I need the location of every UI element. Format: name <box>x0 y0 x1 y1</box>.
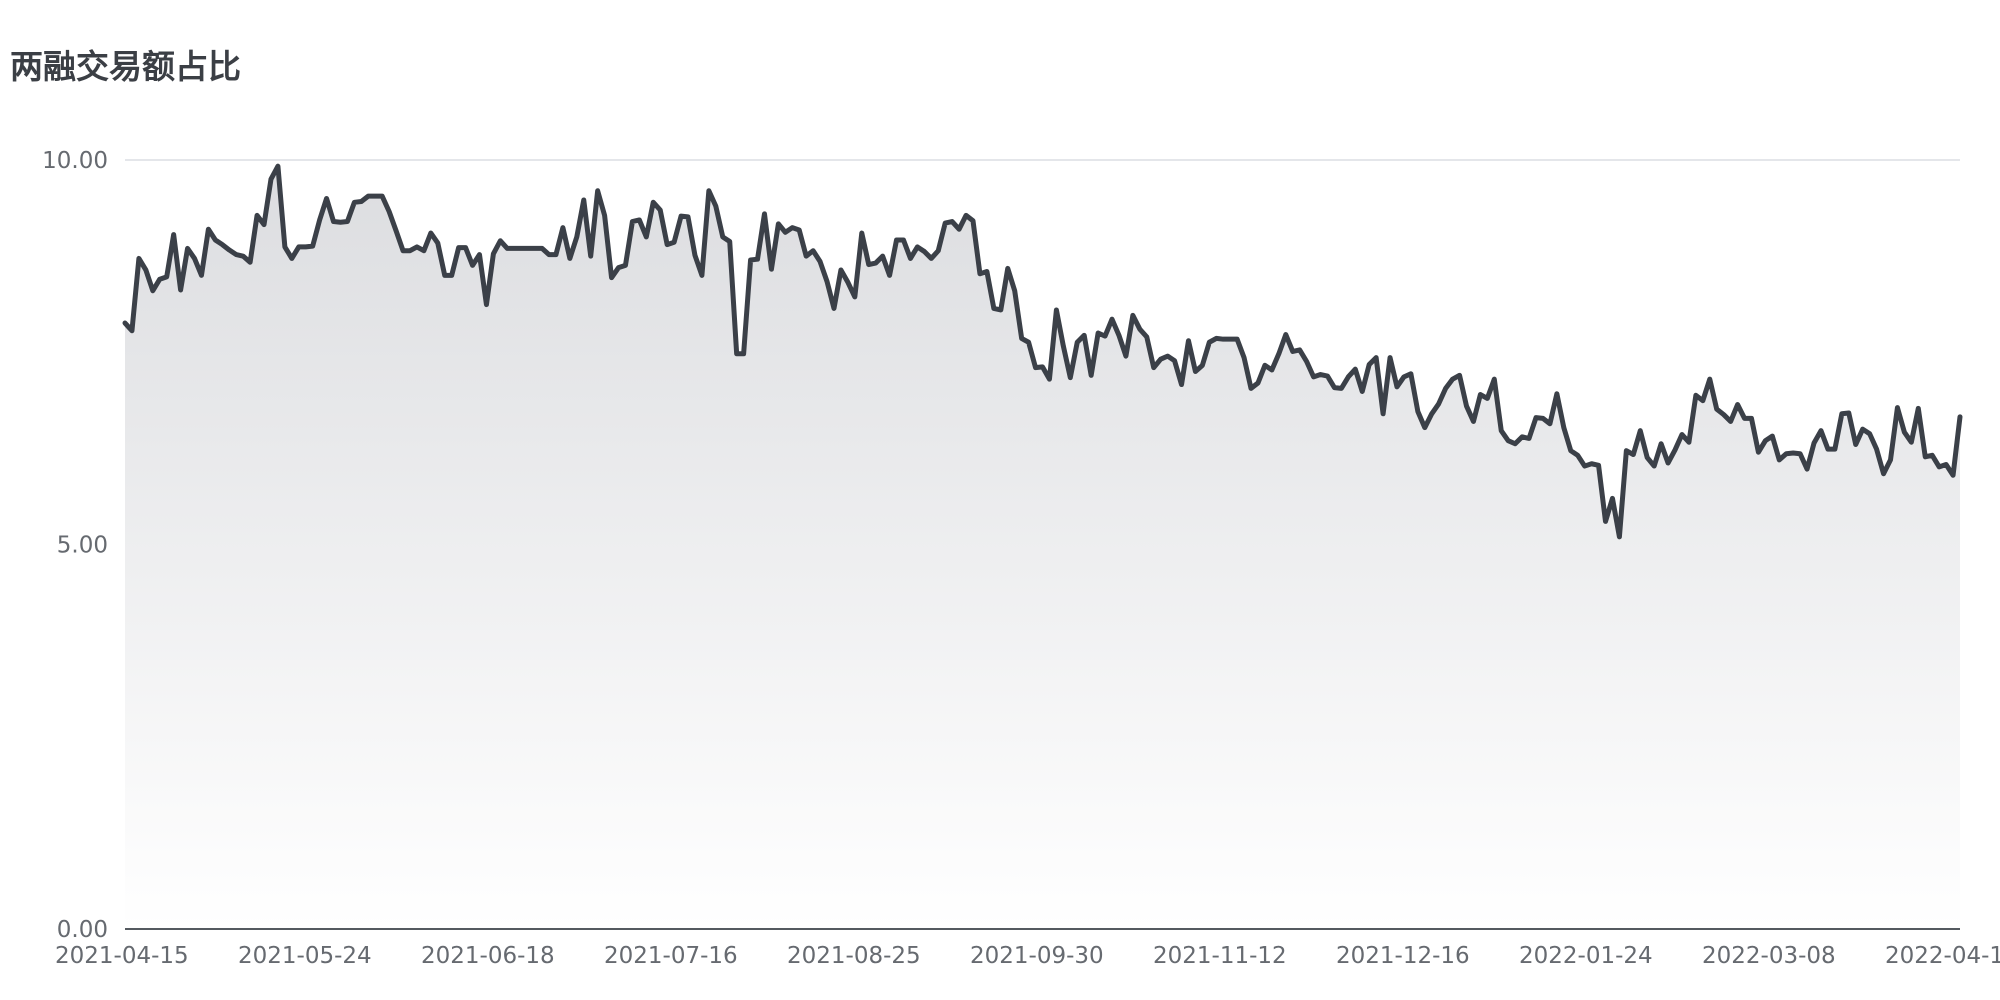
x-tick-label: 2021-12-16 <box>1336 943 1470 969</box>
x-tick-label: 2021-08-25 <box>787 943 921 969</box>
x-tick-label: 2022-01-24 <box>1519 943 1653 969</box>
y-tick-label: 5.00 <box>57 533 108 559</box>
x-tick-label: 2021-11-12 <box>1153 943 1287 969</box>
x-tick-label: 2021-04-15 <box>55 943 189 969</box>
chart-title: 两融交易额占比 <box>10 47 241 86</box>
series-line <box>122 163 1963 540</box>
x-tick-label: 2021-07-16 <box>604 943 738 969</box>
x-tick-label: 2022-03-08 <box>1702 943 1836 969</box>
area-fill <box>125 166 1960 929</box>
y-axis-ticks: 0.00 5.00 10.00 <box>42 148 108 943</box>
x-axis-ticks: 2021-04-15 2021-05-24 2021-06-18 2021-07-16… <box>55 943 2000 969</box>
y-tick-label: 0.00 <box>57 917 108 943</box>
x-tick-label: 2021-05-24 <box>238 943 372 969</box>
x-tick-label: 2021-06-18 <box>421 943 555 969</box>
x-tick-label: 2022-04-15 <box>1885 943 2000 969</box>
x-tick-label: 2021-09-30 <box>970 943 1104 969</box>
y-tick-label: 10.00 <box>42 148 108 174</box>
